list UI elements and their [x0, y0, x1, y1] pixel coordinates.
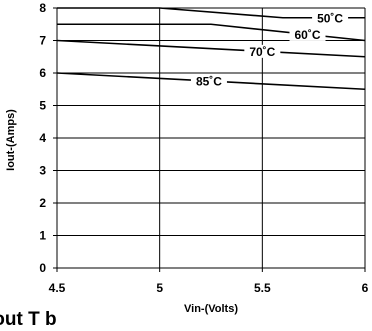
- y-tick-label: 0: [39, 261, 46, 275]
- footer-text: Iout T b: [0, 309, 57, 330]
- y-tick-label: 4: [39, 131, 46, 145]
- chart: 0 1 2 3 4 5 6 7 8 4.5 5 5.5 6 50˚C 60˚C 70˚C 85˚C Vin-(…: [5, 1, 369, 315]
- y-tick-label: 1: [39, 229, 46, 243]
- y-tick-label: 6: [39, 66, 46, 80]
- series-label-1: 60˚C: [294, 28, 320, 42]
- x-tick-label: 4.5: [49, 281, 66, 295]
- y-axis-label: Iout-(Amps): [5, 109, 17, 171]
- tick-labels: 0 1 2 3 4 5 6 7 8 4.5 5 5.5 6: [39, 1, 368, 295]
- x-tick-label: 6: [362, 281, 369, 295]
- x-axis-label: Vin-(Volts): [184, 303, 238, 315]
- y-tick-label: 7: [39, 34, 46, 48]
- series-label-3: 85˚C: [196, 75, 222, 89]
- grid: [53, 7, 366, 272]
- y-tick-label: 2: [39, 196, 46, 210]
- y-tick-label: 8: [39, 1, 46, 15]
- series-label-2: 70˚C: [249, 45, 275, 59]
- series-labels: 50˚C 60˚C 70˚C 85˚C: [190, 11, 349, 89]
- x-tick-label: 5: [156, 281, 163, 295]
- y-tick-label: 5: [39, 99, 46, 113]
- series-line-2: [56, 39, 366, 58]
- series-label-0: 50˚C: [317, 11, 343, 25]
- series-label-bg: [190, 74, 227, 88]
- series-label-bg: [289, 27, 326, 41]
- series-label-bg: [312, 11, 349, 25]
- series-label-bg: [244, 44, 281, 58]
- x-tick-label: 5.5: [254, 281, 271, 295]
- y-tick-label: 3: [39, 164, 46, 178]
